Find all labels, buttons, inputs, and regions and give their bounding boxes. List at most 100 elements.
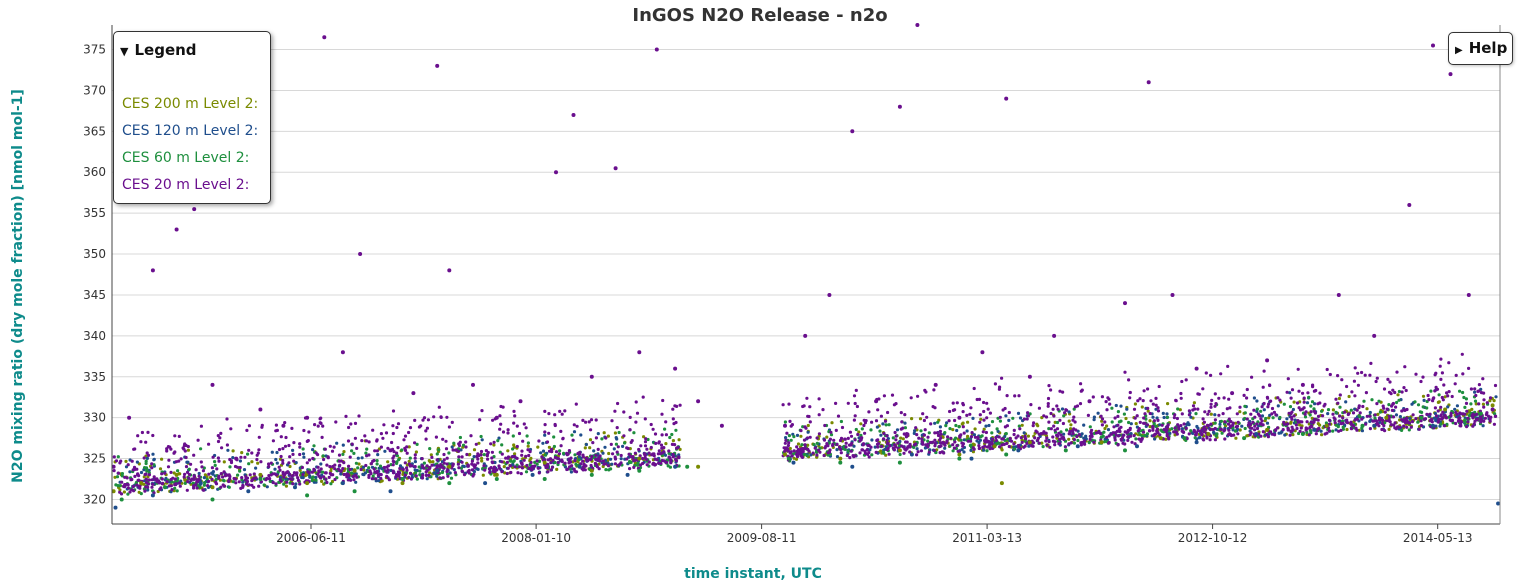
data-point <box>1018 416 1023 420</box>
data-point <box>1416 403 1421 407</box>
data-point <box>400 448 404 452</box>
data-point <box>890 393 895 397</box>
data-point <box>231 456 235 460</box>
data-point <box>131 484 135 489</box>
data-point <box>1461 390 1465 395</box>
y-axis-label: N2O mixing ratio (dry mole fraction) [nm… <box>10 89 26 483</box>
data-point <box>1049 411 1053 416</box>
legend-toggle[interactable]: ▼ Legend <box>120 41 197 59</box>
data-point <box>425 426 429 430</box>
data-point <box>1209 412 1213 416</box>
data-point <box>982 409 986 414</box>
data-point <box>192 453 196 457</box>
data-point <box>968 412 972 416</box>
data-point <box>262 483 266 487</box>
data-point <box>1327 422 1331 426</box>
data-point <box>418 473 422 477</box>
data-point <box>1213 418 1217 422</box>
data-point <box>1432 396 1436 400</box>
data-point <box>981 430 985 434</box>
data-point <box>915 433 919 437</box>
data-point <box>1213 392 1217 396</box>
data-point <box>998 415 1002 419</box>
data-point <box>405 451 409 455</box>
data-point <box>1259 422 1263 426</box>
data-point <box>853 414 857 418</box>
data-point <box>420 464 425 468</box>
triangle-right-icon: ▶ <box>1455 45 1463 56</box>
data-point <box>367 473 371 477</box>
data-point <box>1079 389 1083 393</box>
data-point <box>1488 396 1493 400</box>
data-point <box>185 470 190 474</box>
data-point <box>571 438 575 442</box>
data-point <box>1052 333 1057 338</box>
data-point <box>146 488 150 492</box>
data-point <box>1148 419 1152 423</box>
legend-item[interactable]: CES 60 m Level 2: <box>122 150 250 166</box>
data-point <box>1388 420 1392 424</box>
data-point <box>199 460 203 464</box>
data-point <box>502 465 506 469</box>
data-point <box>372 467 376 471</box>
data-point <box>216 439 221 444</box>
data-point <box>520 449 524 453</box>
data-point <box>167 458 171 462</box>
data-point <box>269 473 273 477</box>
data-point <box>183 472 187 476</box>
data-point <box>196 438 200 442</box>
data-point <box>946 435 950 439</box>
data-point <box>917 436 921 440</box>
data-point <box>451 448 455 452</box>
data-point <box>445 462 449 466</box>
data-point <box>147 473 151 477</box>
data-point <box>1285 390 1289 394</box>
data-point <box>449 476 454 480</box>
y-tick-label: 375 <box>83 43 106 57</box>
data-point <box>1245 387 1249 392</box>
help-button[interactable]: ▶ Help <box>1448 32 1513 65</box>
data-point <box>863 449 867 453</box>
data-point <box>972 386 976 391</box>
data-point <box>1162 415 1166 420</box>
data-point <box>1004 96 1009 101</box>
data-point <box>1230 391 1235 396</box>
data-point <box>786 443 791 448</box>
data-point <box>132 489 136 493</box>
data-point <box>473 463 477 467</box>
data-point <box>542 460 547 465</box>
data-point <box>625 472 630 477</box>
data-point <box>1316 414 1321 418</box>
data-point <box>1175 416 1179 421</box>
data-point <box>541 441 545 445</box>
data-point <box>361 465 365 469</box>
data-point <box>118 484 122 488</box>
data-point <box>1303 415 1308 419</box>
data-point <box>1205 436 1209 440</box>
legend-item[interactable]: CES 20 m Level 2: <box>122 177 250 193</box>
data-point <box>535 459 539 463</box>
data-point <box>857 430 861 434</box>
legend-item[interactable]: CES 200 m Level 2: <box>122 96 259 112</box>
legend-item[interactable]: CES 120 m Level 2: <box>122 123 259 139</box>
data-point <box>214 482 219 486</box>
data-point <box>391 456 395 460</box>
data-point <box>910 417 914 421</box>
data-point <box>1454 373 1458 377</box>
data-point <box>550 447 554 451</box>
data-point <box>330 449 335 453</box>
data-point <box>165 480 169 484</box>
data-point <box>844 441 848 445</box>
data-point <box>1393 426 1397 430</box>
data-point <box>241 480 245 484</box>
data-point <box>165 447 169 451</box>
data-point <box>1121 441 1125 445</box>
data-point <box>1004 414 1008 418</box>
data-point <box>556 460 560 465</box>
data-point <box>1177 427 1181 431</box>
data-point <box>1444 416 1448 420</box>
data-point <box>1286 377 1290 381</box>
y-tick-label: 360 <box>83 165 106 179</box>
data-point <box>1437 393 1441 397</box>
data-point <box>136 478 140 482</box>
